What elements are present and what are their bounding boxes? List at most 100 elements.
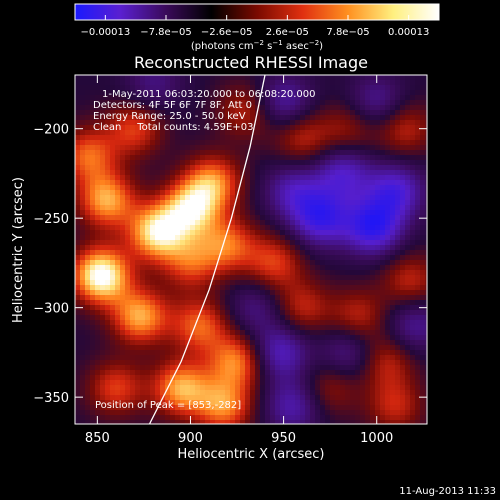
heatmap-cell — [305, 85, 311, 91]
heatmap-cell — [390, 170, 396, 176]
heatmap-cell — [260, 325, 266, 331]
heatmap-cell — [290, 120, 296, 126]
heatmap-cell — [360, 330, 366, 336]
heatmap-cell — [205, 355, 211, 361]
heatmap-cell — [270, 350, 276, 356]
heatmap-cell — [160, 290, 166, 296]
heatmap-cell — [410, 165, 416, 171]
heatmap-cell — [320, 300, 326, 306]
heatmap-cell — [295, 410, 301, 416]
heatmap-cell — [415, 300, 421, 306]
heatmap-cell — [310, 75, 316, 81]
heatmap-cell — [160, 385, 166, 391]
heatmap-cell — [390, 400, 396, 406]
heatmap-cell — [235, 270, 241, 276]
heatmap-cell — [230, 145, 236, 151]
heatmap-cell — [75, 205, 81, 211]
heatmap-cell — [110, 370, 116, 376]
heatmap-cell — [235, 305, 241, 311]
heatmap-cell — [305, 300, 311, 306]
heatmap-cell — [155, 370, 161, 376]
heatmap-cell — [310, 240, 316, 246]
heatmap-cell — [105, 200, 111, 206]
heatmap-cell — [260, 200, 266, 206]
heatmap-cell — [365, 315, 371, 321]
heatmap-cell — [80, 410, 86, 416]
heatmap-cell — [405, 205, 411, 211]
heatmap-cell — [420, 240, 426, 246]
heatmap-cell — [285, 260, 291, 266]
heatmap-cell — [380, 400, 386, 406]
heatmap-cell — [260, 315, 266, 321]
heatmap-cell — [425, 385, 427, 391]
heatmap-cell — [395, 385, 401, 391]
heatmap-cell — [195, 285, 201, 291]
heatmap-cell — [295, 285, 301, 291]
heatmap-cell — [215, 310, 221, 316]
heatmap-cell — [140, 325, 146, 331]
heatmap-cell — [245, 180, 251, 186]
heatmap-cell — [210, 265, 216, 271]
heatmap-cell — [190, 175, 196, 181]
heatmap-cell — [345, 385, 351, 391]
heatmap-cell — [285, 75, 291, 81]
heatmap-cell — [290, 305, 296, 311]
heatmap-cell — [225, 245, 231, 251]
heatmap-cell — [190, 300, 196, 306]
heatmap-cell — [345, 380, 351, 386]
heatmap-cell — [145, 415, 151, 421]
heatmap-cell — [175, 80, 181, 86]
heatmap-cell — [245, 420, 251, 424]
heatmap-cell — [165, 135, 171, 141]
heatmap-cell — [230, 135, 236, 141]
heatmap-cell — [135, 130, 141, 136]
heatmap-cell — [155, 130, 161, 136]
heatmap-cell — [390, 420, 396, 424]
heatmap-cell — [310, 150, 316, 156]
heatmap-cell — [85, 355, 91, 361]
heatmap-cell — [395, 145, 401, 151]
heatmap-cell — [340, 145, 346, 151]
heatmap-cell — [400, 350, 406, 356]
heatmap-cell — [205, 335, 211, 341]
heatmap-cell — [275, 265, 281, 271]
heatmap-cell — [420, 235, 426, 241]
heatmap-cell — [360, 395, 366, 401]
heatmap-cell — [110, 295, 116, 301]
heatmap-cell — [180, 80, 186, 86]
heatmap-cell — [100, 315, 106, 321]
heatmap-cell — [120, 365, 126, 371]
heatmap-cell — [150, 265, 156, 271]
heatmap-cell — [80, 350, 86, 356]
heatmap-cell — [360, 235, 366, 241]
heatmap-cell — [210, 215, 216, 221]
heatmap-cell — [305, 160, 311, 166]
heatmap-cell — [320, 85, 326, 91]
heatmap-cell — [415, 365, 421, 371]
heatmap-cell — [360, 190, 366, 196]
heatmap-cell — [140, 390, 146, 396]
heatmap-cell — [180, 90, 186, 96]
heatmap-cell — [165, 360, 171, 366]
heatmap-cell — [310, 325, 316, 331]
heatmap-cell — [295, 220, 301, 226]
heatmap-cell — [245, 100, 251, 106]
heatmap-cell — [225, 255, 231, 261]
heatmap-cell — [170, 335, 176, 341]
heatmap-cell — [345, 125, 351, 131]
heatmap-cell — [195, 190, 201, 196]
heatmap-cell — [350, 315, 356, 321]
heatmap-cell — [285, 405, 291, 411]
heatmap-cell — [180, 400, 186, 406]
heatmap-cell — [190, 415, 196, 421]
heatmap-cell — [210, 260, 216, 266]
heatmap-cell — [255, 120, 261, 126]
heatmap-cell — [320, 225, 326, 231]
heatmap-cell — [210, 270, 216, 276]
heatmap-cell — [145, 395, 151, 401]
heatmap-cell — [340, 250, 346, 256]
heatmap-cell — [265, 250, 271, 256]
heatmap-cell — [140, 395, 146, 401]
heatmap-cell — [415, 325, 421, 331]
heatmap-cell — [155, 215, 161, 221]
